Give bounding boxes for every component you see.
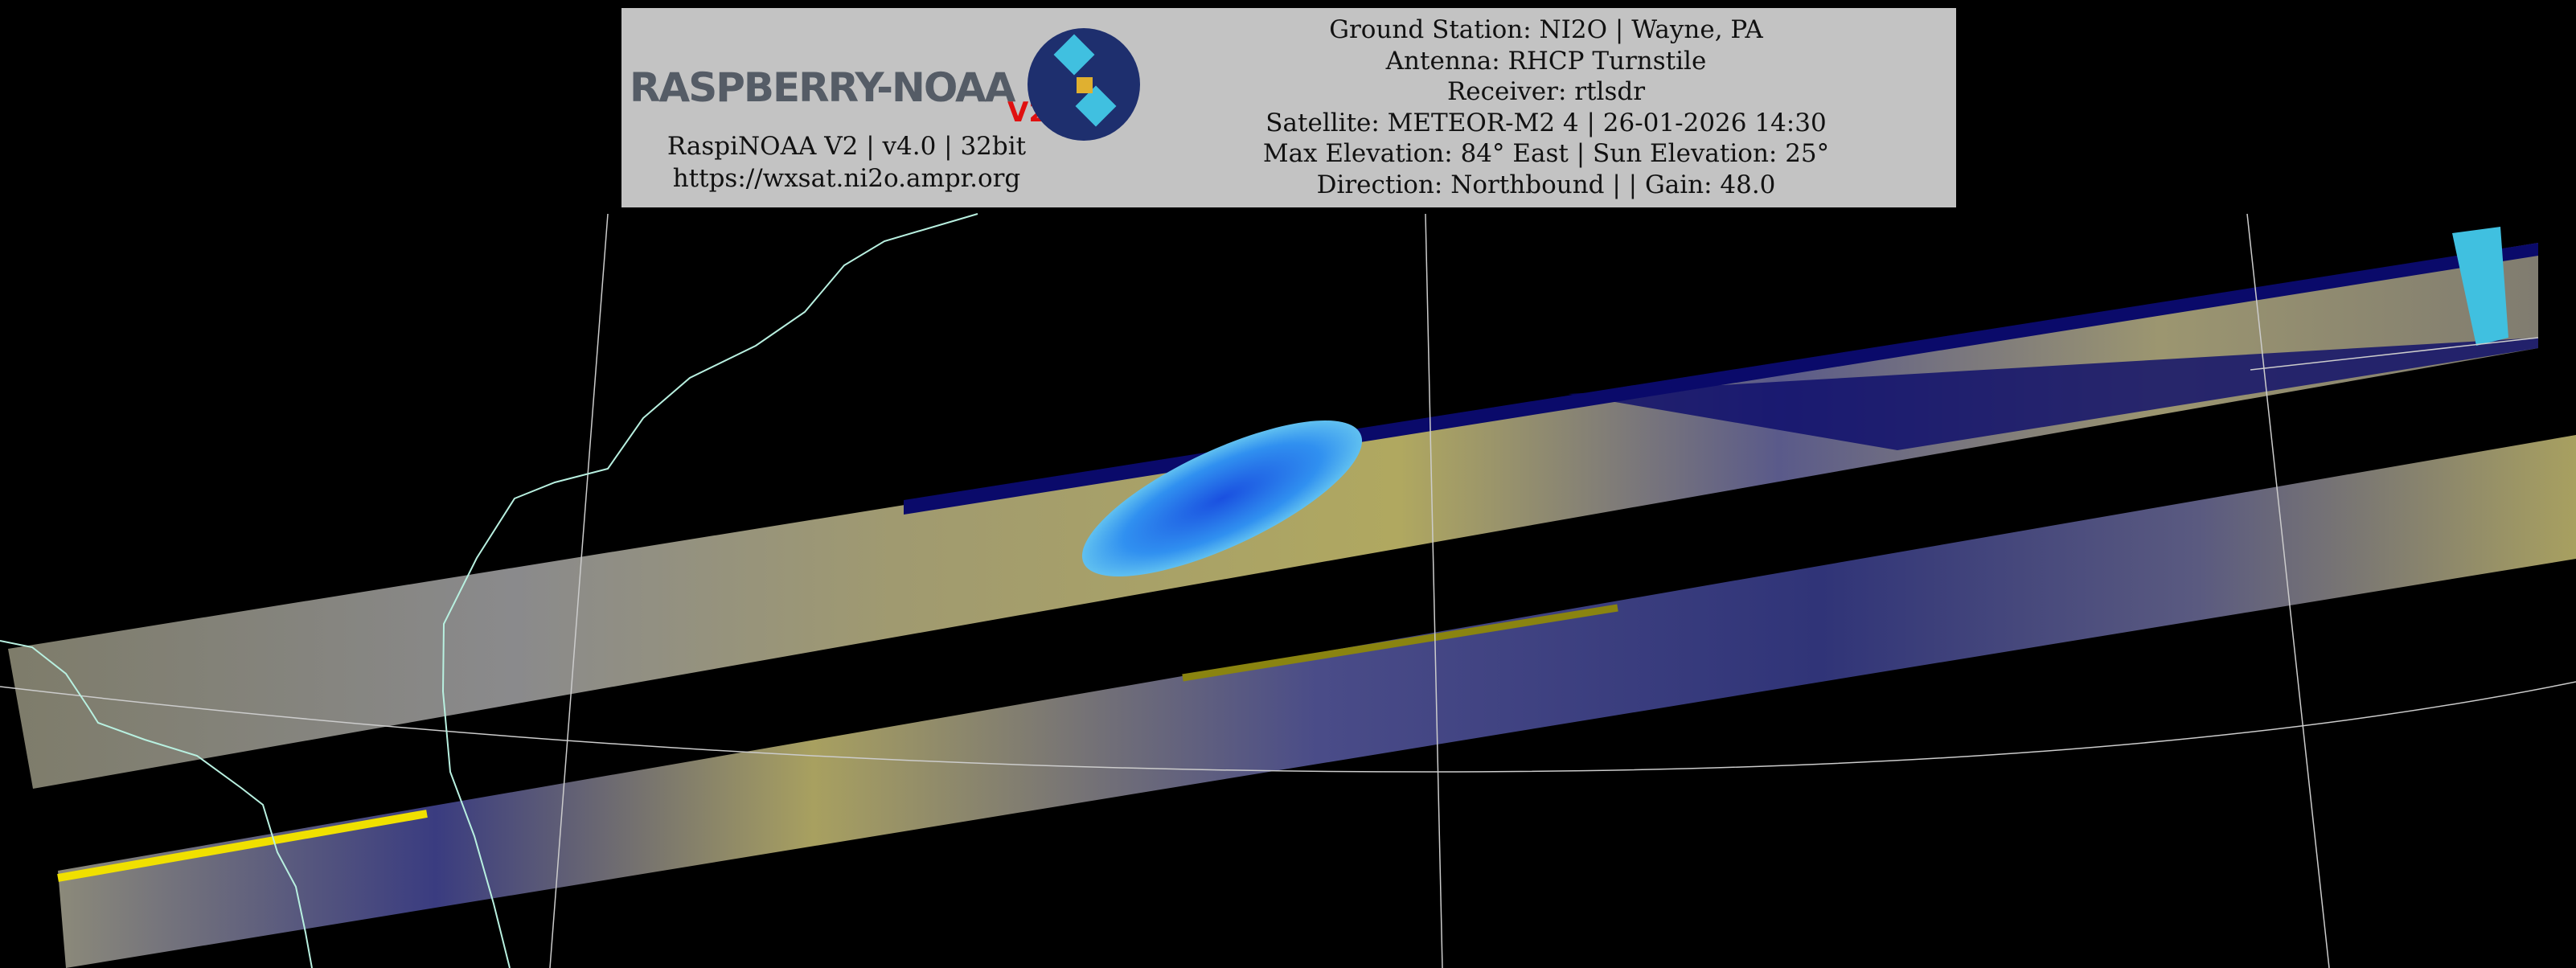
data-gap-stripe xyxy=(1182,604,1618,682)
direction-gain: Direction: Northbound | | Gain: 48.0 xyxy=(1316,170,1776,199)
app-version: RaspiNOAA V2 | v4.0 | 32bit xyxy=(667,132,1027,161)
raspberry-noaa-logo: RASPBERRY-NOAA V2 xyxy=(630,28,1140,145)
data-gap-stripe xyxy=(57,810,428,882)
antenna: Antenna: RHCP Turnstile xyxy=(1385,46,1707,76)
swath-lower xyxy=(58,435,2576,968)
satellite-logo-icon xyxy=(1028,28,1140,141)
cloud-patch-ne xyxy=(2452,227,2508,346)
receiver: Receiver: rtlsdr xyxy=(1446,77,1646,106)
cold-cloud-region xyxy=(1081,420,1363,576)
graticule xyxy=(0,213,2576,968)
coastline xyxy=(0,213,978,968)
elevation: Max Elevation: 84° East | Sun Elevation:… xyxy=(1262,139,1830,168)
station-url: https://wxsat.ni2o.ampr.org xyxy=(672,164,1021,193)
pass-info-header: RASPBERRY-NOAA V2 RaspiNOAA V2 | v4.0 | … xyxy=(621,8,1956,207)
logo-text: RASPBERRY-NOAA xyxy=(630,64,1015,111)
satellite: Satellite: METEOR-M2 4 | 26-01-2026 14:3… xyxy=(1265,108,1827,137)
ground-station: Ground Station: NI2O | Wayne, PA xyxy=(1329,15,1763,44)
